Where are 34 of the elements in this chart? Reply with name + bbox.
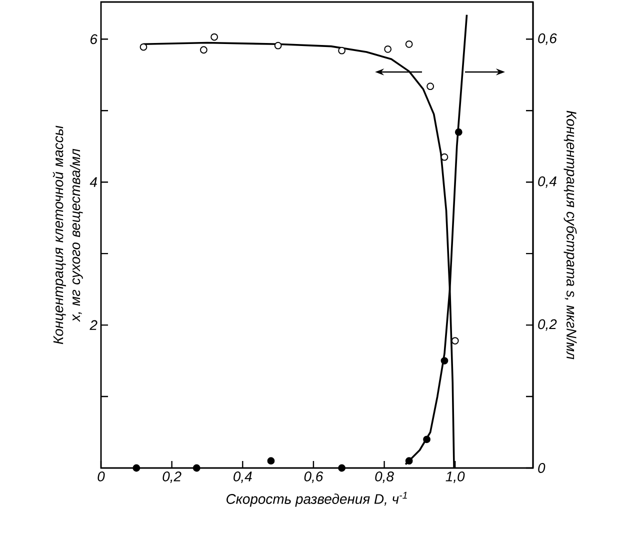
point <box>440 153 448 161</box>
point <box>384 45 392 53</box>
x-axis-title: Скорость разведения D, ч$^{-1}$ <box>226 492 407 507</box>
x-tick-label: 0,6 <box>304 472 324 484</box>
point <box>451 337 459 344</box>
point <box>426 82 434 90</box>
point <box>192 464 200 472</box>
y-axis-title: Концентрация клеточной массы x, мг сухого вещества/мл <box>52 126 83 344</box>
x-tick-label: 0,8 <box>375 472 394 484</box>
point <box>132 464 140 472</box>
point <box>267 457 275 465</box>
point <box>200 46 208 54</box>
y2-tick-label: 0,4 <box>538 176 556 188</box>
y2-axis-title: Концентрация субстрата s, мкгN/мл <box>564 110 577 360</box>
x-tick-label: 0 <box>98 472 105 482</box>
point <box>454 128 462 136</box>
point <box>274 42 282 50</box>
point <box>405 457 413 465</box>
x-tick-label: 1,0 <box>446 472 465 484</box>
point <box>405 40 413 48</box>
x-tick-label: 0,2 <box>162 472 182 484</box>
y-tick-label: 2 <box>90 320 98 330</box>
point <box>338 46 346 54</box>
point <box>140 43 148 51</box>
point <box>210 33 218 41</box>
y2-tick-label: 0,2 <box>538 319 557 331</box>
y2-tick-label: 0,6 <box>538 33 557 45</box>
x-tick-label: 0,4 <box>234 472 252 484</box>
y-tick-label: 4 <box>90 177 97 187</box>
point <box>338 464 346 472</box>
point <box>423 436 430 444</box>
point <box>440 357 448 364</box>
y2-tick-label: 0 <box>538 463 546 473</box>
y-tick-label: 6 <box>90 34 98 44</box>
